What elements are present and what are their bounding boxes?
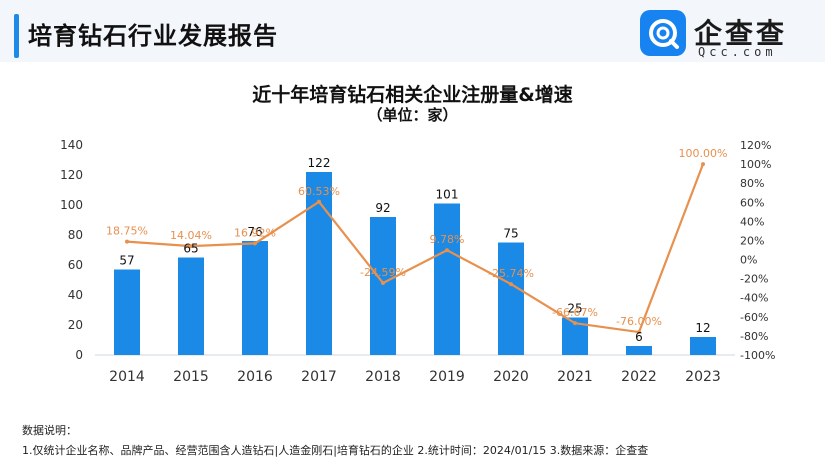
bar-value-label: 75 bbox=[503, 227, 518, 241]
growth-rate-point bbox=[701, 162, 705, 167]
growth-rate-point bbox=[317, 199, 321, 204]
header-band bbox=[0, 0, 825, 62]
growth-rate-point bbox=[125, 239, 129, 244]
growth-rate-label: 100.00% bbox=[679, 147, 728, 160]
bar bbox=[434, 203, 460, 355]
bar-value-label: 12 bbox=[695, 321, 710, 335]
growth-rate-label: 9.78% bbox=[430, 233, 465, 246]
x-axis-tick-label: 2019 bbox=[429, 369, 465, 385]
right-axis-tick-label: -20% bbox=[740, 273, 768, 286]
brand-logo[interactable]: 企查查 Qcc.com bbox=[640, 8, 815, 62]
x-axis-tick-label: 2015 bbox=[173, 369, 209, 385]
bar bbox=[114, 269, 140, 355]
logo-domain: Qcc.com bbox=[698, 45, 777, 59]
bar-value-label: 57 bbox=[119, 254, 134, 268]
bar bbox=[690, 337, 716, 355]
growth-rate-label: 16.92% bbox=[234, 226, 276, 239]
growth-rate-label: 60.53% bbox=[298, 185, 340, 198]
left-axis-tick-label: 40 bbox=[68, 288, 83, 302]
left-axis-tick-label: 0 bbox=[75, 348, 83, 362]
right-axis-tick-label: -60% bbox=[740, 311, 768, 324]
x-axis-tick-label: 2020 bbox=[493, 369, 529, 385]
growth-rate-label: -76.00% bbox=[616, 315, 662, 328]
growth-rate-point bbox=[573, 321, 577, 326]
growth-rate-point bbox=[253, 241, 257, 246]
growth-rate-label: -24.59% bbox=[360, 266, 406, 279]
x-axis-tick-label: 2023 bbox=[685, 369, 721, 385]
growth-rate-point bbox=[445, 248, 449, 253]
notes-heading: 数据说明： bbox=[22, 424, 77, 437]
notes-line: 1.仅统计企业名称、品牌产品、经营范围含人造钻石|人造金刚石|培育钻石的企业 2… bbox=[22, 444, 649, 457]
left-axis-tick-label: 140 bbox=[60, 138, 83, 152]
bar bbox=[498, 242, 524, 355]
right-axis-tick-label: -40% bbox=[740, 292, 768, 305]
growth-rate-label: 14.04% bbox=[170, 229, 212, 242]
right-axis-tick-label: 120% bbox=[740, 139, 771, 152]
right-axis-tick-label: 40% bbox=[740, 215, 764, 228]
left-axis-tick-label: 80 bbox=[68, 228, 83, 242]
chart-title: 近十年培育钻石相关企业注册量&增速 bbox=[252, 84, 573, 106]
bar bbox=[242, 241, 268, 355]
right-axis-tick-label: -100% bbox=[740, 349, 775, 362]
growth-rate-point bbox=[189, 244, 193, 249]
bar-value-label: 122 bbox=[308, 156, 331, 170]
right-axis-tick-label: -80% bbox=[740, 330, 768, 343]
logo-name: 企查查 bbox=[694, 17, 788, 50]
growth-rate-point bbox=[637, 330, 641, 335]
x-axis-tick-label: 2014 bbox=[109, 369, 145, 385]
page-title: 培育钻石行业发展报告 bbox=[28, 22, 278, 50]
left-axis-tick-label: 120 bbox=[60, 168, 83, 182]
left-axis-tick-label: 60 bbox=[68, 258, 83, 272]
bar bbox=[178, 257, 204, 355]
bar bbox=[626, 346, 652, 355]
right-axis-tick-label: 100% bbox=[740, 158, 771, 171]
chart-subtitle: （单位：家） bbox=[367, 106, 458, 124]
data-notes: 数据说明： 1.仅统计企业名称、品牌产品、经营范围含人造钻石|人造金刚石|培育钻… bbox=[22, 421, 648, 461]
bar-value-label: 101 bbox=[436, 188, 459, 202]
growth-rate-label: -25.74% bbox=[488, 267, 534, 280]
bar-value-label: 6 bbox=[635, 330, 643, 344]
right-axis-tick-label: 20% bbox=[740, 234, 764, 247]
x-axis-tick-label: 2018 bbox=[365, 369, 401, 385]
right-axis-tick-label: 0% bbox=[740, 254, 757, 267]
bar bbox=[370, 217, 396, 355]
bar-value-label: 65 bbox=[183, 242, 198, 256]
x-axis-tick-label: 2017 bbox=[301, 369, 337, 385]
title-accent-bar bbox=[14, 14, 19, 58]
bar-value-label: 25 bbox=[567, 302, 582, 316]
qcc-logo-icon bbox=[640, 10, 686, 56]
right-axis-tick-label: 80% bbox=[740, 177, 764, 190]
right-axis-tick-label: 60% bbox=[740, 196, 764, 209]
x-axis-tick-label: 2016 bbox=[237, 369, 273, 385]
left-axis-tick-label: 100 bbox=[60, 198, 83, 212]
growth-rate-point bbox=[509, 282, 513, 287]
bar-value-label: 92 bbox=[375, 201, 390, 215]
growth-rate-label: -66.67% bbox=[552, 306, 598, 319]
bar bbox=[306, 172, 332, 355]
growth-rate-point bbox=[381, 281, 385, 286]
bar-value-label: 76 bbox=[247, 225, 262, 239]
growth-rate-label: 18.75% bbox=[106, 225, 148, 238]
x-axis-tick-label: 2021 bbox=[557, 369, 593, 385]
growth-rate-line bbox=[126, 163, 705, 334]
x-axis-tick-label: 2022 bbox=[621, 369, 657, 385]
left-axis-tick-label: 20 bbox=[68, 318, 83, 332]
